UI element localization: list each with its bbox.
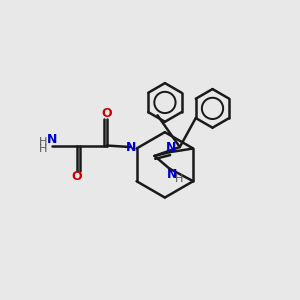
Text: N: N (167, 168, 178, 181)
Text: N: N (166, 141, 176, 154)
Text: H: H (39, 137, 48, 147)
Text: H: H (175, 174, 183, 184)
Text: O: O (72, 170, 83, 183)
Text: H: H (39, 144, 48, 154)
Text: O: O (101, 107, 112, 120)
Text: N: N (126, 140, 136, 154)
Text: N: N (47, 133, 57, 146)
